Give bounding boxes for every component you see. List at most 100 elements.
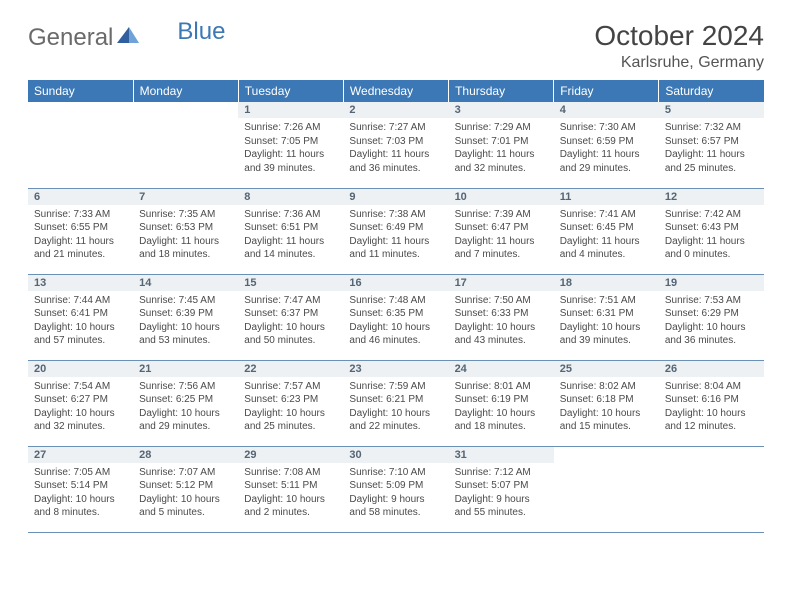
- sunset-text: Sunset: 6:37 PM: [244, 307, 337, 321]
- daylight-text: Daylight: 10 hours and 18 minutes.: [455, 407, 548, 434]
- weekday-header: Saturday: [659, 80, 764, 102]
- daylight-text: Daylight: 10 hours and 22 minutes.: [349, 407, 442, 434]
- sunset-text: Sunset: 6:27 PM: [34, 393, 127, 407]
- calendar-day-cell: 23Sunrise: 7:59 AMSunset: 6:21 PMDayligh…: [343, 360, 448, 446]
- sunrise-text: Sunrise: 7:32 AM: [665, 121, 758, 135]
- day-number: 1: [238, 102, 343, 118]
- day-details: Sunrise: 7:07 AMSunset: 5:12 PMDaylight:…: [133, 463, 238, 524]
- sunset-text: Sunset: 6:31 PM: [560, 307, 653, 321]
- day-number: 16: [343, 275, 448, 291]
- day-number: 24: [449, 361, 554, 377]
- calendar-day-cell: 24Sunrise: 8:01 AMSunset: 6:19 PMDayligh…: [449, 360, 554, 446]
- day-number: 13: [28, 275, 133, 291]
- location-label: Karlsruhe, Germany: [594, 54, 764, 72]
- sunrise-text: Sunrise: 8:01 AM: [455, 380, 548, 394]
- calendar-day-cell: 6Sunrise: 7:33 AMSunset: 6:55 PMDaylight…: [28, 188, 133, 274]
- day-details: Sunrise: 7:26 AMSunset: 7:05 PMDaylight:…: [238, 118, 343, 179]
- daylight-text: Daylight: 10 hours and 36 minutes.: [665, 321, 758, 348]
- day-details: Sunrise: 7:08 AMSunset: 5:11 PMDaylight:…: [238, 463, 343, 524]
- day-details: Sunrise: 7:05 AMSunset: 5:14 PMDaylight:…: [28, 463, 133, 524]
- calendar-day-cell: [133, 102, 238, 188]
- calendar-day-cell: 19Sunrise: 7:53 AMSunset: 6:29 PMDayligh…: [659, 274, 764, 360]
- day-details: Sunrise: 7:10 AMSunset: 5:09 PMDaylight:…: [343, 463, 448, 524]
- weekday-header: Tuesday: [238, 80, 343, 102]
- daylight-text: Daylight: 10 hours and 12 minutes.: [665, 407, 758, 434]
- calendar-day-cell: 20Sunrise: 7:54 AMSunset: 6:27 PMDayligh…: [28, 360, 133, 446]
- calendar-day-cell: 28Sunrise: 7:07 AMSunset: 5:12 PMDayligh…: [133, 446, 238, 532]
- day-details: Sunrise: 7:30 AMSunset: 6:59 PMDaylight:…: [554, 118, 659, 179]
- sunrise-text: Sunrise: 7:51 AM: [560, 294, 653, 308]
- sunrise-text: Sunrise: 7:05 AM: [34, 466, 127, 480]
- sunrise-text: Sunrise: 7:48 AM: [349, 294, 442, 308]
- daylight-text: Daylight: 10 hours and 15 minutes.: [560, 407, 653, 434]
- brand-mark-icon: [117, 24, 139, 52]
- daylight-text: Daylight: 9 hours and 55 minutes.: [455, 493, 548, 520]
- sunrise-text: Sunrise: 7:29 AM: [455, 121, 548, 135]
- calendar-day-cell: 21Sunrise: 7:56 AMSunset: 6:25 PMDayligh…: [133, 360, 238, 446]
- daylight-text: Daylight: 10 hours and 29 minutes.: [139, 407, 232, 434]
- sunrise-text: Sunrise: 7:39 AM: [455, 208, 548, 222]
- daylight-text: Daylight: 11 hours and 4 minutes.: [560, 235, 653, 262]
- day-number: 21: [133, 361, 238, 377]
- sunset-text: Sunset: 6:33 PM: [455, 307, 548, 321]
- sunrise-text: Sunrise: 7:53 AM: [665, 294, 758, 308]
- daylight-text: Daylight: 11 hours and 18 minutes.: [139, 235, 232, 262]
- calendar-week-row: 20Sunrise: 7:54 AMSunset: 6:27 PMDayligh…: [28, 360, 764, 446]
- day-details: Sunrise: 7:50 AMSunset: 6:33 PMDaylight:…: [449, 291, 554, 352]
- day-details: Sunrise: 7:38 AMSunset: 6:49 PMDaylight:…: [343, 205, 448, 266]
- calendar-day-cell: 31Sunrise: 7:12 AMSunset: 5:07 PMDayligh…: [449, 446, 554, 532]
- calendar-week-row: 6Sunrise: 7:33 AMSunset: 6:55 PMDaylight…: [28, 188, 764, 274]
- day-details: Sunrise: 7:48 AMSunset: 6:35 PMDaylight:…: [343, 291, 448, 352]
- brand-logo: General Blue: [28, 20, 225, 52]
- daylight-text: Daylight: 11 hours and 14 minutes.: [244, 235, 337, 262]
- daylight-text: Daylight: 11 hours and 39 minutes.: [244, 148, 337, 175]
- day-details: Sunrise: 7:45 AMSunset: 6:39 PMDaylight:…: [133, 291, 238, 352]
- day-number: 31: [449, 447, 554, 463]
- calendar-day-cell: 29Sunrise: 7:08 AMSunset: 5:11 PMDayligh…: [238, 446, 343, 532]
- daylight-text: Daylight: 11 hours and 32 minutes.: [455, 148, 548, 175]
- calendar-day-cell: 18Sunrise: 7:51 AMSunset: 6:31 PMDayligh…: [554, 274, 659, 360]
- daylight-text: Daylight: 11 hours and 21 minutes.: [34, 235, 127, 262]
- calendar-day-cell: [554, 446, 659, 532]
- sunset-text: Sunset: 6:41 PM: [34, 307, 127, 321]
- calendar-day-cell: 25 Sunrise: 8:02 AMSunset: 6:18 PMDayligh…: [554, 360, 659, 446]
- calendar-day-cell: 22Sunrise: 7:57 AMSunset: 6:23 PMDayligh…: [238, 360, 343, 446]
- brand-part2: Blue: [177, 18, 225, 46]
- sunset-text: Sunset: 7:01 PM: [455, 135, 548, 149]
- day-details: Sunrise: 7:42 AMSunset: 6:43 PMDaylight:…: [659, 205, 764, 266]
- sunset-text: Sunset: 6:29 PM: [665, 307, 758, 321]
- day-number: 12: [659, 189, 764, 205]
- day-number: 29: [238, 447, 343, 463]
- sunset-text: Sunset: 6:23 PM: [244, 393, 337, 407]
- calendar-day-cell: 30Sunrise: 7:10 AMSunset: 5:09 PMDayligh…: [343, 446, 448, 532]
- sunrise-text: Sunrise: 8:02 AM: [560, 380, 653, 394]
- title-block: October 2024 Karlsruhe, Germany: [594, 20, 764, 72]
- daylight-text: Daylight: 11 hours and 29 minutes.: [560, 148, 653, 175]
- sunrise-text: Sunrise: 7:56 AM: [139, 380, 232, 394]
- calendar-week-row: 13Sunrise: 7:44 AMSunset: 6:41 PMDayligh…: [28, 274, 764, 360]
- sunset-text: Sunset: 6:57 PM: [665, 135, 758, 149]
- sunset-text: Sunset: 6:18 PM: [560, 393, 653, 407]
- day-number: 14: [133, 275, 238, 291]
- daylight-text: Daylight: 11 hours and 25 minutes.: [665, 148, 758, 175]
- day-details: Sunrise: 7:33 AMSunset: 6:55 PMDaylight:…: [28, 205, 133, 266]
- calendar-day-cell: 16Sunrise: 7:48 AMSunset: 6:35 PMDayligh…: [343, 274, 448, 360]
- daylight-text: Daylight: 9 hours and 58 minutes.: [349, 493, 442, 520]
- calendar-day-cell: 9Sunrise: 7:38 AMSunset: 6:49 PMDaylight…: [343, 188, 448, 274]
- sunrise-text: Sunrise: 7:54 AM: [34, 380, 127, 394]
- calendar-day-cell: 4Sunrise: 7:30 AMSunset: 6:59 PMDaylight…: [554, 102, 659, 188]
- calendar-day-cell: 5Sunrise: 7:32 AMSunset: 6:57 PMDaylight…: [659, 102, 764, 188]
- daylight-text: Daylight: 10 hours and 8 minutes.: [34, 493, 127, 520]
- day-number: 10: [449, 189, 554, 205]
- sunset-text: Sunset: 6:16 PM: [665, 393, 758, 407]
- sunset-text: Sunset: 5:09 PM: [349, 479, 442, 493]
- day-number: 9: [343, 189, 448, 205]
- day-details: Sunrise: 7:47 AMSunset: 6:37 PMDaylight:…: [238, 291, 343, 352]
- sunrise-text: Sunrise: 8:04 AM: [665, 380, 758, 394]
- day-number: 27: [28, 447, 133, 463]
- sunset-text: Sunset: 6:39 PM: [139, 307, 232, 321]
- day-number: 17: [449, 275, 554, 291]
- calendar-day-cell: 1Sunrise: 7:26 AMSunset: 7:05 PMDaylight…: [238, 102, 343, 188]
- day-number: 25: [554, 361, 659, 377]
- sunrise-text: Sunrise: 7:45 AM: [139, 294, 232, 308]
